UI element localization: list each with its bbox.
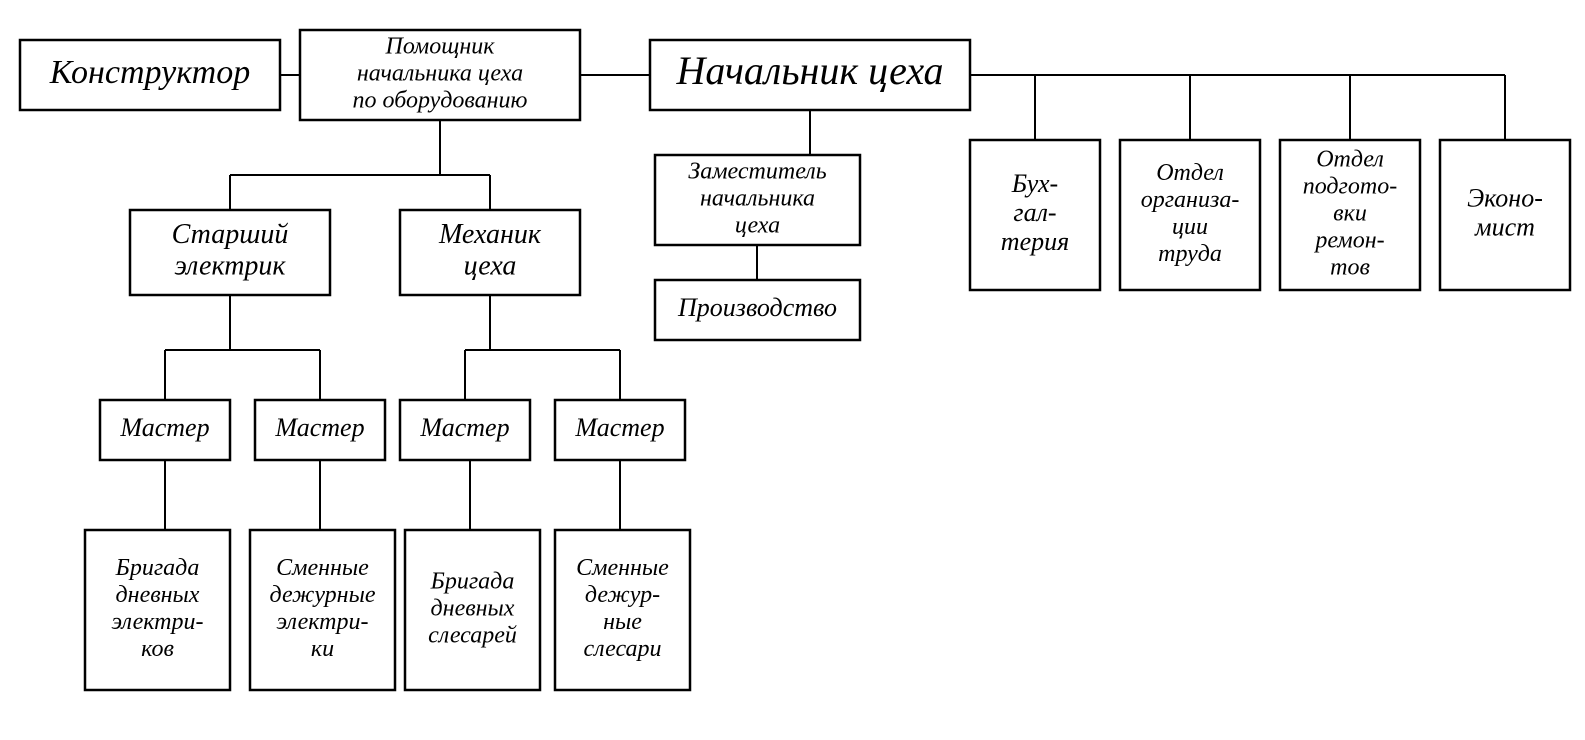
node-label: слесари <box>583 636 661 662</box>
node-label: Начальник цеха <box>675 48 943 93</box>
node-label: мист <box>1474 213 1535 242</box>
node-label: дневных <box>116 582 200 608</box>
node-label: Производство <box>677 293 837 322</box>
node-otdel_org: Отделорганиза-циитруда <box>1120 140 1260 290</box>
node-master1: Мастер <box>100 400 230 460</box>
node-label: Бух- <box>1011 169 1058 198</box>
node-label: Отдел <box>1156 160 1224 186</box>
node-label: дежурные <box>270 582 376 608</box>
node-smennye_el: Сменныедежурныеэлектри-ки <box>250 530 395 690</box>
node-master3: Мастер <box>400 400 530 460</box>
node-label: по оборудованию <box>353 87 528 113</box>
node-label: начальника <box>700 186 815 212</box>
node-st_elektrik: Старшийэлектрик <box>130 210 330 295</box>
node-label: ные <box>603 609 642 635</box>
node-ekonomist: Эконо-мист <box>1440 140 1570 290</box>
node-label: Конструктор <box>49 54 250 91</box>
node-label: Механик <box>438 219 542 250</box>
node-label: электрик <box>174 251 286 282</box>
node-label: Отдел <box>1316 147 1384 173</box>
node-label: труда <box>1158 241 1222 267</box>
node-label: тов <box>1330 254 1370 280</box>
node-buh: Бух-гал-терия <box>970 140 1100 290</box>
node-label: цеха <box>464 251 517 282</box>
node-smennye_sl: Сменныедежур-ныеслесари <box>555 530 690 690</box>
node-label: Мастер <box>574 413 664 442</box>
node-mehanik: Механикцеха <box>400 210 580 295</box>
node-label: Бригада <box>115 555 200 581</box>
node-label: дежур- <box>585 582 660 608</box>
node-brigada_el: Бригададневныхэлектри-ков <box>85 530 230 690</box>
node-label: Помощник <box>385 34 496 60</box>
node-brigada_sl: Бригададневныхслесарей <box>405 530 540 690</box>
node-label: вки <box>1333 201 1367 227</box>
node-nachalnik: Начальник цеха <box>650 40 970 110</box>
node-master2: Мастер <box>255 400 385 460</box>
node-proizv: Производство <box>655 280 860 340</box>
node-label: электри- <box>112 609 204 635</box>
node-label: Сменные <box>576 555 669 581</box>
node-label: организа- <box>1141 187 1240 213</box>
node-label: Эконо- <box>1467 183 1543 212</box>
node-master4: Мастер <box>555 400 685 460</box>
node-label: ки <box>311 636 334 662</box>
node-label: Сменные <box>276 555 369 581</box>
node-label: ков <box>141 636 174 662</box>
node-label: Мастер <box>419 413 509 442</box>
node-label: ции <box>1172 214 1208 240</box>
node-label: начальника цеха <box>357 61 523 87</box>
node-label: Мастер <box>274 413 364 442</box>
node-otdel_podg: Отделподгото-вкиремон-тов <box>1280 140 1420 290</box>
node-zam: Заместительначальникацеха <box>655 155 860 245</box>
node-label: Старший <box>172 219 289 250</box>
node-label: дневных <box>431 596 515 622</box>
node-label: цеха <box>735 212 780 238</box>
org-chart: КонструкторПомощникначальника цехапо обо… <box>0 0 1585 740</box>
nodes: КонструкторПомощникначальника цехапо обо… <box>20 30 1570 690</box>
node-label: терия <box>1001 227 1069 256</box>
node-label: слесарей <box>428 622 517 648</box>
node-label: Мастер <box>119 413 209 442</box>
node-konstruktor: Конструктор <box>20 40 280 110</box>
node-pomoshnik: Помощникначальника цехапо оборудованию <box>300 30 580 120</box>
node-label: гал- <box>1013 198 1056 227</box>
node-label: Бригада <box>430 569 515 595</box>
node-label: Заместитель <box>688 159 826 185</box>
node-label: подгото- <box>1303 174 1398 200</box>
node-label: ремон- <box>1313 227 1384 253</box>
node-label: электри- <box>277 609 369 635</box>
